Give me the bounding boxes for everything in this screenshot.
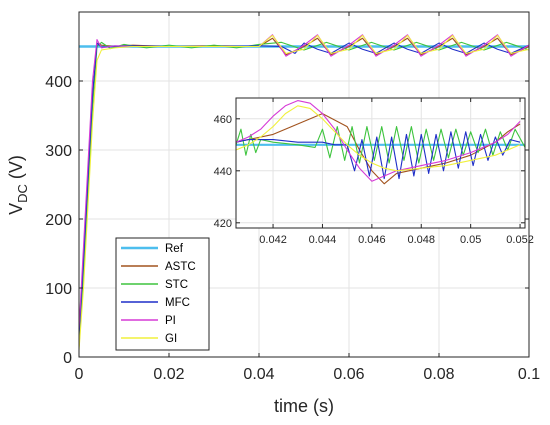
main-series-group: [79, 34, 529, 351]
inset-y-tick-label: 440: [214, 166, 232, 178]
x-axis-label: time (s): [274, 396, 334, 416]
inset-series-pi: [236, 100, 521, 182]
main-x-tick-label: 0.08: [423, 366, 454, 383]
inset-plot: 0.042 0.044 0.046 0.048 0.05 0.052 420 440 460: [214, 97, 534, 246]
main-y-tick-label: 100: [45, 281, 72, 298]
inset-ticks: 0.042 0.044 0.046 0.048 0.05 0.052 420 440 460: [214, 98, 534, 246]
main-y-tick-label: 0: [63, 350, 72, 367]
legend-box: [115, 237, 210, 351]
main-y-tick-label: 300: [45, 143, 72, 160]
y-axis-label: VDC (V): [6, 155, 30, 215]
legend-label-ref: Ref: [165, 243, 184, 255]
inset-series-astc: [236, 113, 521, 185]
inset-y-tick-label: 460: [214, 114, 232, 126]
main-series: [79, 34, 529, 351]
main-x-tick-label: 0.1: [518, 366, 540, 383]
legend-label-astc: ASTC: [165, 261, 196, 273]
main-x-tick-label: 0: [75, 366, 84, 383]
inset-x-tick-label: 0.044: [309, 234, 337, 246]
inset-background: [236, 98, 525, 228]
y-axis-label-sub: DC: [15, 184, 30, 203]
legend-label-mfc: MFC: [165, 297, 190, 309]
main-y-tick-label: 400: [45, 74, 72, 91]
legend-label-gi: GI: [165, 333, 177, 345]
legend-items: Ref ASTC STC MFC PI GI: [121, 243, 196, 345]
inset-x-tick-label: 0.048: [407, 234, 435, 246]
main-x-tick-label: 0.06: [333, 366, 364, 383]
inset-series-group: [236, 100, 525, 185]
legend-label-pi: PI: [165, 315, 176, 327]
main-x-tick-label: 0.02: [153, 366, 184, 383]
main-ticks: 0 0.02 0.04 0.06 0.08 0.1 0 100 200 300 400: [45, 12, 540, 383]
main-y-tick-label: 200: [45, 212, 72, 229]
inset-frame: [235, 97, 526, 229]
main-plot-frame: [78, 11, 530, 358]
inset-y-tick-label: 420: [214, 218, 232, 230]
inset-series-stc: [236, 126, 525, 164]
inset-x-tick-label: 0.052: [506, 234, 534, 246]
legend-label-stc: STC: [165, 279, 188, 291]
main-series-gi: [79, 34, 529, 351]
inset-x-tick-label: 0.05: [460, 234, 481, 246]
inset-series-mfc: [236, 131, 521, 180]
inset-x-tick-label: 0.046: [358, 234, 386, 246]
main-series-mfc: [79, 42, 529, 337]
inset-grid: [236, 98, 525, 228]
inset-x-tick-label: 0.042: [259, 234, 287, 246]
y-axis-label-main: V: [6, 203, 26, 215]
inset-series: [236, 100, 525, 185]
main-x-tick-label: 0.04: [243, 366, 274, 383]
legend: Ref ASTC STC MFC PI GI: [115, 237, 210, 351]
inset-series-gi: [236, 105, 521, 172]
y-axis-label-unit: (V): [6, 155, 26, 184]
